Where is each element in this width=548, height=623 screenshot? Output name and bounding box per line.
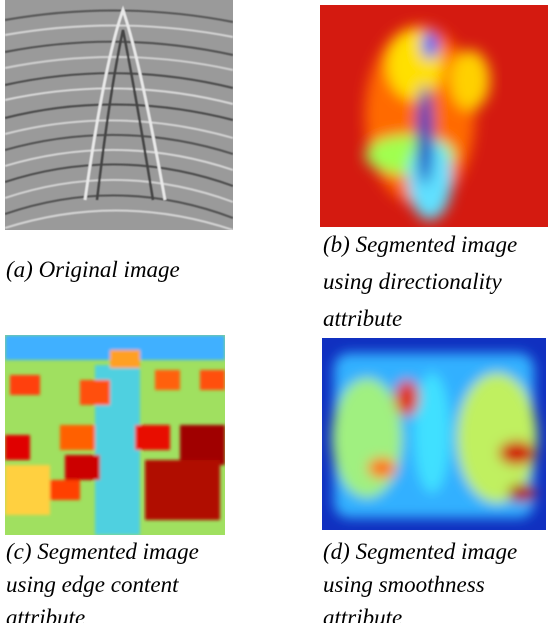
caption: (d) Segmented image — [323, 540, 517, 563]
block — [10, 375, 40, 395]
caption: attribute — [323, 606, 402, 623]
block — [145, 460, 220, 520]
figure: (a) Original image (b) Segmented image u… — [0, 0, 548, 623]
region — [499, 441, 535, 465]
block — [60, 425, 95, 450]
region — [395, 380, 419, 416]
block — [180, 425, 225, 465]
original-image — [5, 0, 233, 230]
region — [332, 378, 402, 498]
block — [155, 370, 180, 390]
block — [110, 350, 140, 368]
block — [135, 425, 170, 450]
caption: using smoothness — [323, 573, 485, 596]
region — [422, 31, 438, 59]
caption: (b) Segmented image — [323, 233, 517, 256]
block — [80, 380, 110, 405]
edge-content-image — [5, 335, 225, 535]
region — [450, 50, 490, 110]
block — [5, 435, 30, 460]
caption: attribute — [6, 606, 85, 623]
caption: attribute — [323, 307, 402, 330]
block — [5, 465, 50, 515]
caption: using edge content — [6, 573, 178, 596]
directionality-image — [320, 5, 548, 227]
region — [508, 484, 536, 502]
caption: (a) Original image — [6, 258, 180, 281]
smoothness-image — [322, 338, 546, 530]
block — [200, 370, 225, 390]
region — [457, 373, 537, 503]
region — [417, 85, 433, 185]
caption: using directionality — [323, 270, 502, 293]
regions — [332, 353, 537, 518]
block — [65, 455, 100, 480]
region — [368, 458, 396, 478]
caption: (c) Segmented image — [6, 540, 199, 563]
region — [414, 373, 450, 493]
block — [50, 480, 80, 500]
